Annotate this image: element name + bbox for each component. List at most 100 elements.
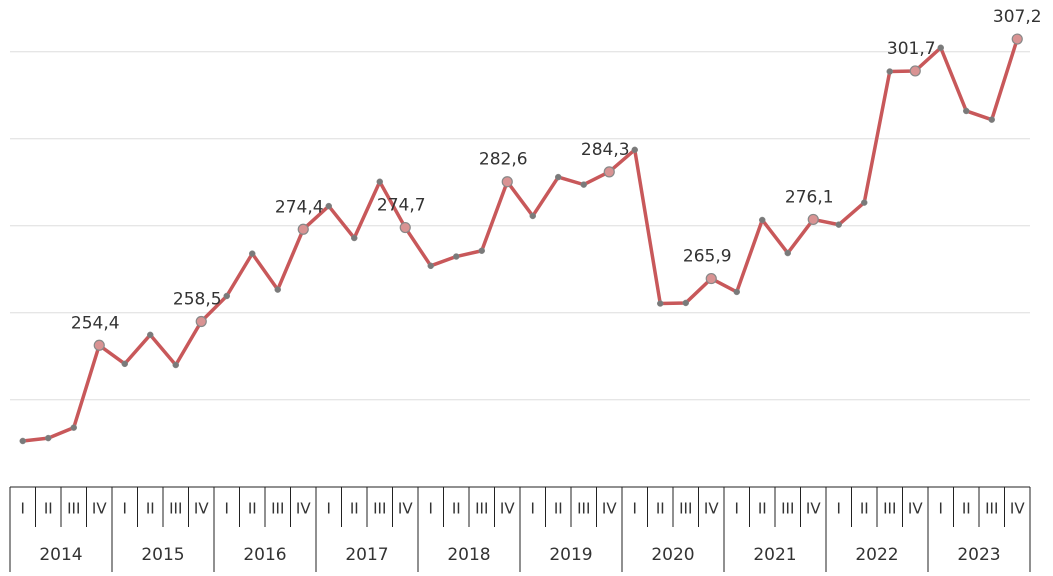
line — [22, 38, 1019, 443]
x-tick-label: III — [271, 500, 284, 518]
point — [807, 213, 819, 226]
x-tick-label: III — [781, 500, 794, 518]
x-tick-label: IV — [602, 500, 617, 518]
x-tick-label: II — [248, 500, 257, 518]
x-tick-label: III — [679, 500, 692, 518]
x-tick-label: I — [837, 500, 841, 518]
data-label: 274,7 — [377, 196, 426, 216]
point — [555, 173, 562, 181]
x-tick-label: I — [429, 500, 433, 518]
data-label: 284,3 — [581, 140, 630, 160]
x-tick-label: II — [554, 500, 563, 518]
x-tick-label: II — [860, 500, 869, 518]
point — [453, 253, 460, 260]
data-label: 276,1 — [785, 187, 834, 207]
x-tick-label: IV — [398, 500, 413, 518]
x-tick-label: IV — [296, 500, 311, 518]
point — [784, 249, 791, 257]
point — [195, 315, 207, 328]
x-group-label: 2018 — [447, 545, 490, 565]
data-label: 254,4 — [71, 313, 120, 333]
point — [376, 178, 383, 185]
x-tick-label: I — [21, 500, 25, 518]
x-group-label: 2014 — [39, 545, 82, 565]
x-tick-label: II — [350, 500, 359, 518]
x-tick-label: III — [985, 500, 998, 518]
point — [147, 331, 154, 339]
data-label: 282,6 — [479, 150, 528, 170]
point — [1011, 33, 1023, 45]
point — [603, 166, 615, 178]
x-tick-label: II — [758, 500, 767, 518]
data-label: 265,9 — [683, 247, 732, 267]
x-tick-label: I — [531, 500, 535, 518]
point — [19, 437, 26, 445]
x-group-label: 2016 — [243, 545, 286, 565]
point — [427, 262, 434, 270]
x-tick-label: II — [146, 500, 155, 518]
point — [988, 116, 995, 123]
point — [937, 44, 944, 51]
x-tick-label: II — [452, 500, 461, 518]
x-tick-label: I — [327, 500, 331, 518]
point — [733, 288, 740, 296]
x-group-label: 2017 — [345, 545, 388, 565]
x-tick-label: IV — [1010, 500, 1025, 518]
point — [705, 272, 717, 285]
x-tick-label: IV — [194, 500, 209, 518]
x-tick-label: I — [735, 500, 739, 518]
x-tick-label: IV — [704, 500, 719, 518]
point — [529, 212, 536, 220]
point — [963, 107, 970, 115]
x-tick-label: III — [67, 500, 80, 518]
x-tick-label: IV — [908, 500, 923, 518]
point — [93, 339, 105, 351]
point — [121, 360, 128, 368]
x-tick-label: IV — [92, 500, 107, 518]
x-tick-label: III — [577, 500, 590, 518]
point — [325, 202, 332, 210]
point — [351, 234, 358, 242]
x-group-label: 2015 — [141, 545, 184, 565]
x-tick-label: I — [225, 500, 229, 518]
point — [274, 286, 281, 293]
x-tick-label: I — [123, 500, 127, 518]
x-tick-label: III — [475, 500, 488, 518]
x-tick-label: I — [939, 500, 943, 518]
x-tick-label: III — [169, 500, 182, 518]
point — [759, 216, 766, 224]
point — [909, 65, 921, 77]
point — [861, 199, 868, 206]
point — [249, 250, 256, 257]
point — [631, 146, 638, 154]
x-group-label: 2019 — [549, 545, 592, 565]
point — [580, 181, 587, 188]
point — [478, 247, 485, 254]
x-tick-label: II — [656, 500, 665, 518]
x-group-label: 2023 — [957, 545, 1000, 565]
point — [223, 292, 230, 300]
x-tick-label: IV — [806, 500, 821, 518]
x-tick-label: II — [44, 500, 53, 518]
data-label: 307,2 — [993, 7, 1042, 27]
point — [172, 361, 179, 369]
point — [70, 424, 77, 431]
x-tick-label: III — [883, 500, 896, 518]
data-label: 301,7 — [887, 39, 936, 59]
x-group-label: 2021 — [753, 545, 796, 565]
point — [835, 221, 842, 228]
x-tick-label: IV — [500, 500, 515, 518]
x-group-label: 2020 — [651, 545, 694, 565]
point — [297, 223, 309, 235]
point — [682, 299, 689, 307]
data-label: 258,5 — [173, 290, 222, 310]
x-tick-label: III — [373, 500, 386, 518]
data-label: 274,4 — [275, 197, 324, 217]
x-tick-label: I — [633, 500, 637, 518]
point — [399, 221, 411, 234]
x-group-label: 2022 — [855, 545, 898, 565]
point — [886, 68, 893, 75]
point — [501, 176, 513, 188]
point — [657, 300, 664, 307]
